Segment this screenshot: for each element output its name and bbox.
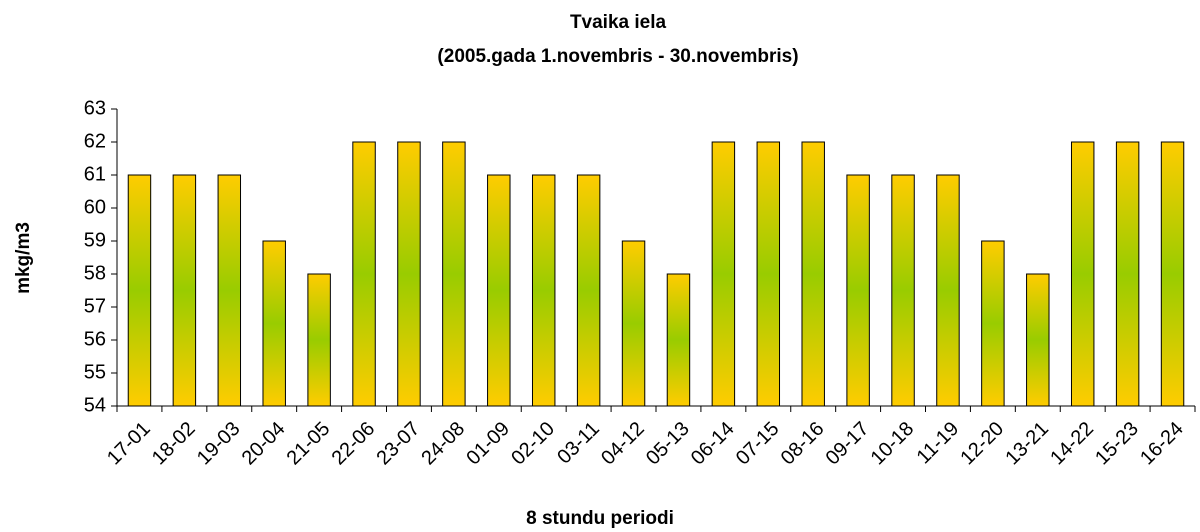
x-tick-label: 04-12 <box>597 418 649 470</box>
bar <box>1160 141 1185 407</box>
x-tick-label: 07-15 <box>732 418 784 470</box>
bar <box>981 240 1005 407</box>
x-tick-label: 16-24 <box>1136 418 1188 470</box>
bar <box>531 174 556 407</box>
bar <box>217 174 242 407</box>
x-tick-label: 23-07 <box>372 418 424 470</box>
x-tick-label: 14-22 <box>1046 418 1098 470</box>
y-tick-label: 61 <box>84 163 106 185</box>
bar <box>846 174 870 407</box>
x-tick-label: 10-18 <box>867 418 919 470</box>
y-tick-label: 60 <box>84 196 106 218</box>
x-tick-label: 17-01 <box>103 418 155 470</box>
x-tick-label: 24-08 <box>417 418 469 470</box>
bar <box>711 141 736 407</box>
bar <box>487 174 511 407</box>
bar <box>756 141 781 407</box>
y-tick-label: 55 <box>84 361 106 383</box>
bar <box>397 141 421 407</box>
y-axis-title: mkg/m3 <box>13 222 34 294</box>
bar <box>891 174 915 407</box>
bar <box>352 141 376 407</box>
y-tick-label: 63 <box>84 97 106 119</box>
x-axis-title: 8 stundu periodi <box>526 508 674 529</box>
x-tick-label: 21-05 <box>283 418 335 470</box>
bar <box>1026 273 1050 407</box>
x-tick-label: 08-16 <box>777 418 829 470</box>
bar <box>801 141 825 407</box>
y-tick-label: 58 <box>84 262 106 284</box>
bar <box>262 240 286 407</box>
bar <box>172 174 197 407</box>
bar <box>936 174 960 407</box>
y-tick-label: 56 <box>84 328 106 350</box>
bar <box>621 240 646 407</box>
x-tick-label: 02-10 <box>507 418 559 470</box>
bar <box>666 273 691 407</box>
bar <box>1070 141 1095 407</box>
y-tick-label: 54 <box>84 394 106 416</box>
x-tick-label: 03-11 <box>553 418 604 469</box>
x-tick-label: 06-14 <box>687 418 739 470</box>
x-tick-label: 12-20 <box>956 418 1008 470</box>
x-tick-label: 05-13 <box>642 418 694 470</box>
y-tick-label: 59 <box>84 229 106 251</box>
bar <box>442 141 466 407</box>
x-tick-label: 13-21 <box>1001 418 1053 470</box>
x-tick-label: 22-06 <box>328 418 380 470</box>
y-tick-label: 57 <box>84 295 106 317</box>
x-tick-label: 15-23 <box>1091 418 1143 470</box>
x-tick-label: 01-09 <box>462 418 514 470</box>
x-tick-label: 20-04 <box>238 418 290 470</box>
bar <box>307 273 331 407</box>
bar <box>1115 141 1140 407</box>
x-tick-label: 18-02 <box>148 418 200 470</box>
x-tick-label: 19-03 <box>193 418 245 470</box>
bar <box>127 174 152 407</box>
chart-title: Tvaika iela <box>570 12 667 33</box>
chart-subtitle: (2005.gada 1.novembris - 30.novembris) <box>437 46 798 67</box>
bar <box>576 174 601 407</box>
y-tick-label: 62 <box>84 130 106 152</box>
x-tick-label: 09-17 <box>822 418 874 470</box>
x-tick-label: 11-19 <box>913 418 964 469</box>
